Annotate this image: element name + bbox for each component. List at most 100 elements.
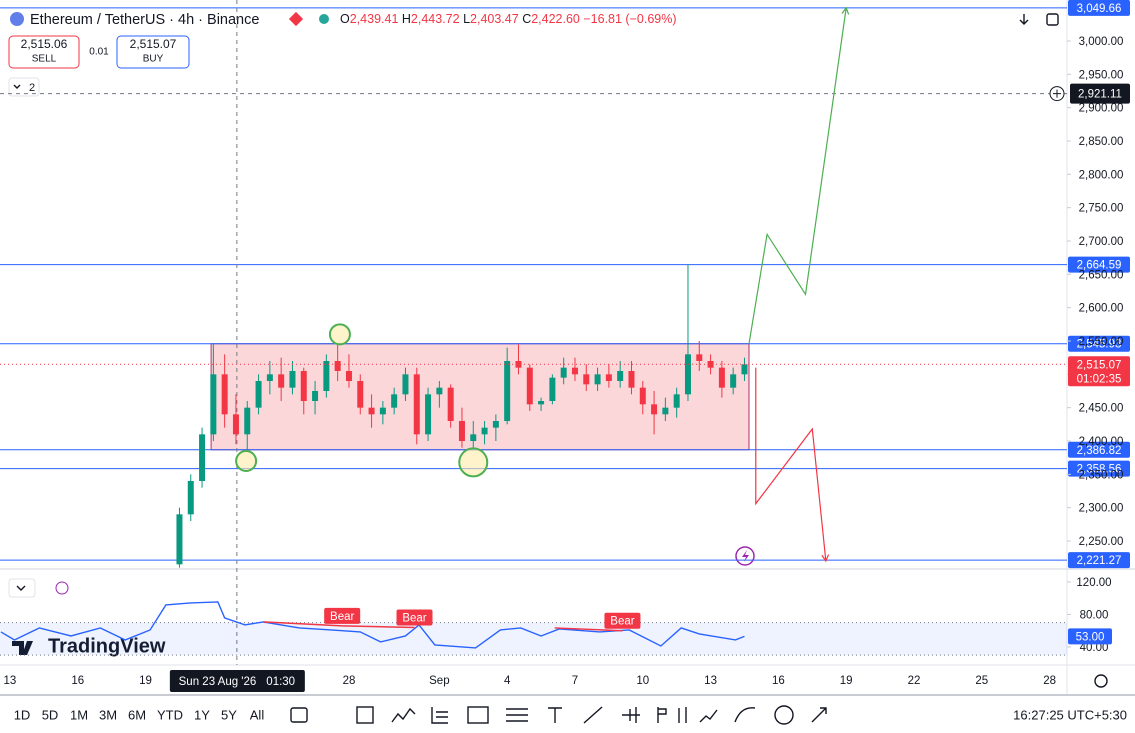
rsi-tag	[1068, 628, 1112, 645]
chevron	[13, 84, 21, 89]
arrow-tool[interactable]	[811, 707, 827, 723]
measure-tool[interactable]	[622, 707, 640, 723]
x-tick-label: 13	[4, 675, 17, 687]
line-tool[interactable]	[391, 707, 416, 723]
download-icon[interactable]	[1019, 14, 1029, 25]
eth-icon	[10, 12, 24, 26]
candle-body	[741, 364, 748, 375]
ohlc-value: 2,443.72	[411, 12, 460, 26]
chevron	[16, 585, 26, 591]
range-button[interactable]: 5Y	[221, 707, 237, 722]
sell-button[interactable]	[8, 35, 80, 69]
pattern-tool[interactable]	[506, 708, 528, 722]
x-tick-label: 7	[572, 675, 578, 687]
range-button[interactable]: 1M	[70, 707, 88, 722]
rect-tool[interactable]	[356, 706, 374, 724]
candle-body	[628, 371, 635, 388]
candle-body	[458, 421, 465, 441]
candle-body	[379, 407, 386, 415]
candle-body	[187, 481, 194, 515]
candle-body	[718, 367, 725, 388]
fullscreen-icon[interactable]	[1046, 13, 1059, 26]
candle-body	[560, 367, 567, 378]
indicators-toggle[interactable]	[8, 77, 40, 97]
sell-label: SELL	[32, 54, 57, 65]
range-button[interactable]: 1D	[14, 707, 31, 722]
candle-body	[730, 374, 737, 388]
x-tick-label: 25	[975, 675, 988, 687]
range-button[interactable]: 1Y	[194, 707, 210, 722]
y-tick-label: 2,650.00	[1079, 269, 1124, 281]
candle-body	[391, 394, 398, 408]
candle-body	[571, 367, 578, 375]
flag-icon[interactable]	[288, 11, 304, 27]
crosshair-price-box	[1070, 83, 1130, 104]
x-tick-label: 19	[840, 675, 853, 687]
candle-body	[345, 371, 352, 381]
y-tick-label: 2,600.00	[1079, 303, 1124, 315]
candle-body	[357, 381, 364, 408]
countdown: 01:02:35	[1077, 373, 1122, 385]
settings-icon[interactable]	[1094, 674, 1108, 688]
candle-body	[210, 374, 217, 435]
candle-body	[651, 404, 658, 415]
divergence-line	[554, 627, 623, 632]
candle-body	[312, 391, 319, 401]
y-tick-label: 2,250.00	[1079, 536, 1124, 548]
range-button[interactable]: All	[250, 707, 265, 722]
y-tick-label: 2,450.00	[1079, 403, 1124, 415]
pane-collapse[interactable]	[8, 578, 36, 598]
candle-body	[617, 371, 624, 381]
current-price-tag	[1068, 356, 1130, 387]
buy-price: 2,515.07	[130, 37, 177, 51]
y-tick-label: 2,550.00	[1079, 336, 1124, 348]
position-tool[interactable]	[467, 706, 489, 724]
y-tick-label: 2,850.00	[1079, 136, 1124, 148]
brush-tool[interactable]	[734, 707, 756, 723]
range-button[interactable]: 3M	[99, 707, 117, 722]
price-tag	[1068, 460, 1130, 477]
trend-tool[interactable]	[583, 706, 603, 724]
y-tick-label: 3,000.00	[1079, 36, 1124, 48]
buy-button[interactable]	[116, 35, 190, 69]
candle-body	[515, 361, 522, 368]
candle-body	[221, 374, 228, 415]
volume-tool[interactable]	[678, 707, 687, 723]
candle-body	[368, 407, 375, 415]
y-tick-label: 2,400.00	[1079, 436, 1124, 448]
bear-label-box	[324, 607, 361, 624]
candle-body	[707, 361, 714, 368]
current-price-label: 2,515.07	[1077, 359, 1122, 371]
buy-label: BUY	[143, 54, 164, 65]
candle-body	[232, 414, 239, 435]
range-button[interactable]: YTD	[157, 707, 183, 722]
ohlc: O2,439.41 H2,443.72 L2,403.47 C2,422.60 …	[340, 12, 677, 26]
compare-icon[interactable]	[290, 707, 308, 723]
x-tick-label: 28	[1043, 675, 1056, 687]
candle-body	[436, 387, 443, 395]
crosshair-date: Sun 23 Aug '26 01:30	[179, 676, 295, 688]
market-status	[319, 14, 329, 24]
x-tick-label: 22	[908, 675, 921, 687]
divergence-line	[263, 621, 343, 627]
flag-tool[interactable]	[657, 707, 667, 723]
cycle-tool[interactable]	[774, 705, 794, 725]
sell-price: 2,515.06	[21, 37, 68, 51]
pane-icon[interactable]	[55, 581, 69, 595]
forecast-tool[interactable]	[699, 709, 718, 723]
price-tag	[1068, 256, 1130, 273]
price-tag	[1068, 0, 1130, 16]
rsi-band	[0, 622, 1067, 656]
fib-tool[interactable]	[431, 707, 448, 724]
range-button[interactable]: 6M	[128, 707, 146, 722]
candle-body	[504, 361, 511, 421]
text-tool[interactable]	[548, 707, 562, 723]
toolbar-icons	[290, 705, 827, 725]
price-tag-label: 3,049.66	[1077, 3, 1122, 15]
range-button[interactable]: 5D	[42, 707, 59, 722]
candle-body	[300, 371, 307, 401]
candle-body	[526, 367, 533, 405]
x-tick-label: 10	[636, 675, 649, 687]
projection-path	[748, 7, 847, 344]
